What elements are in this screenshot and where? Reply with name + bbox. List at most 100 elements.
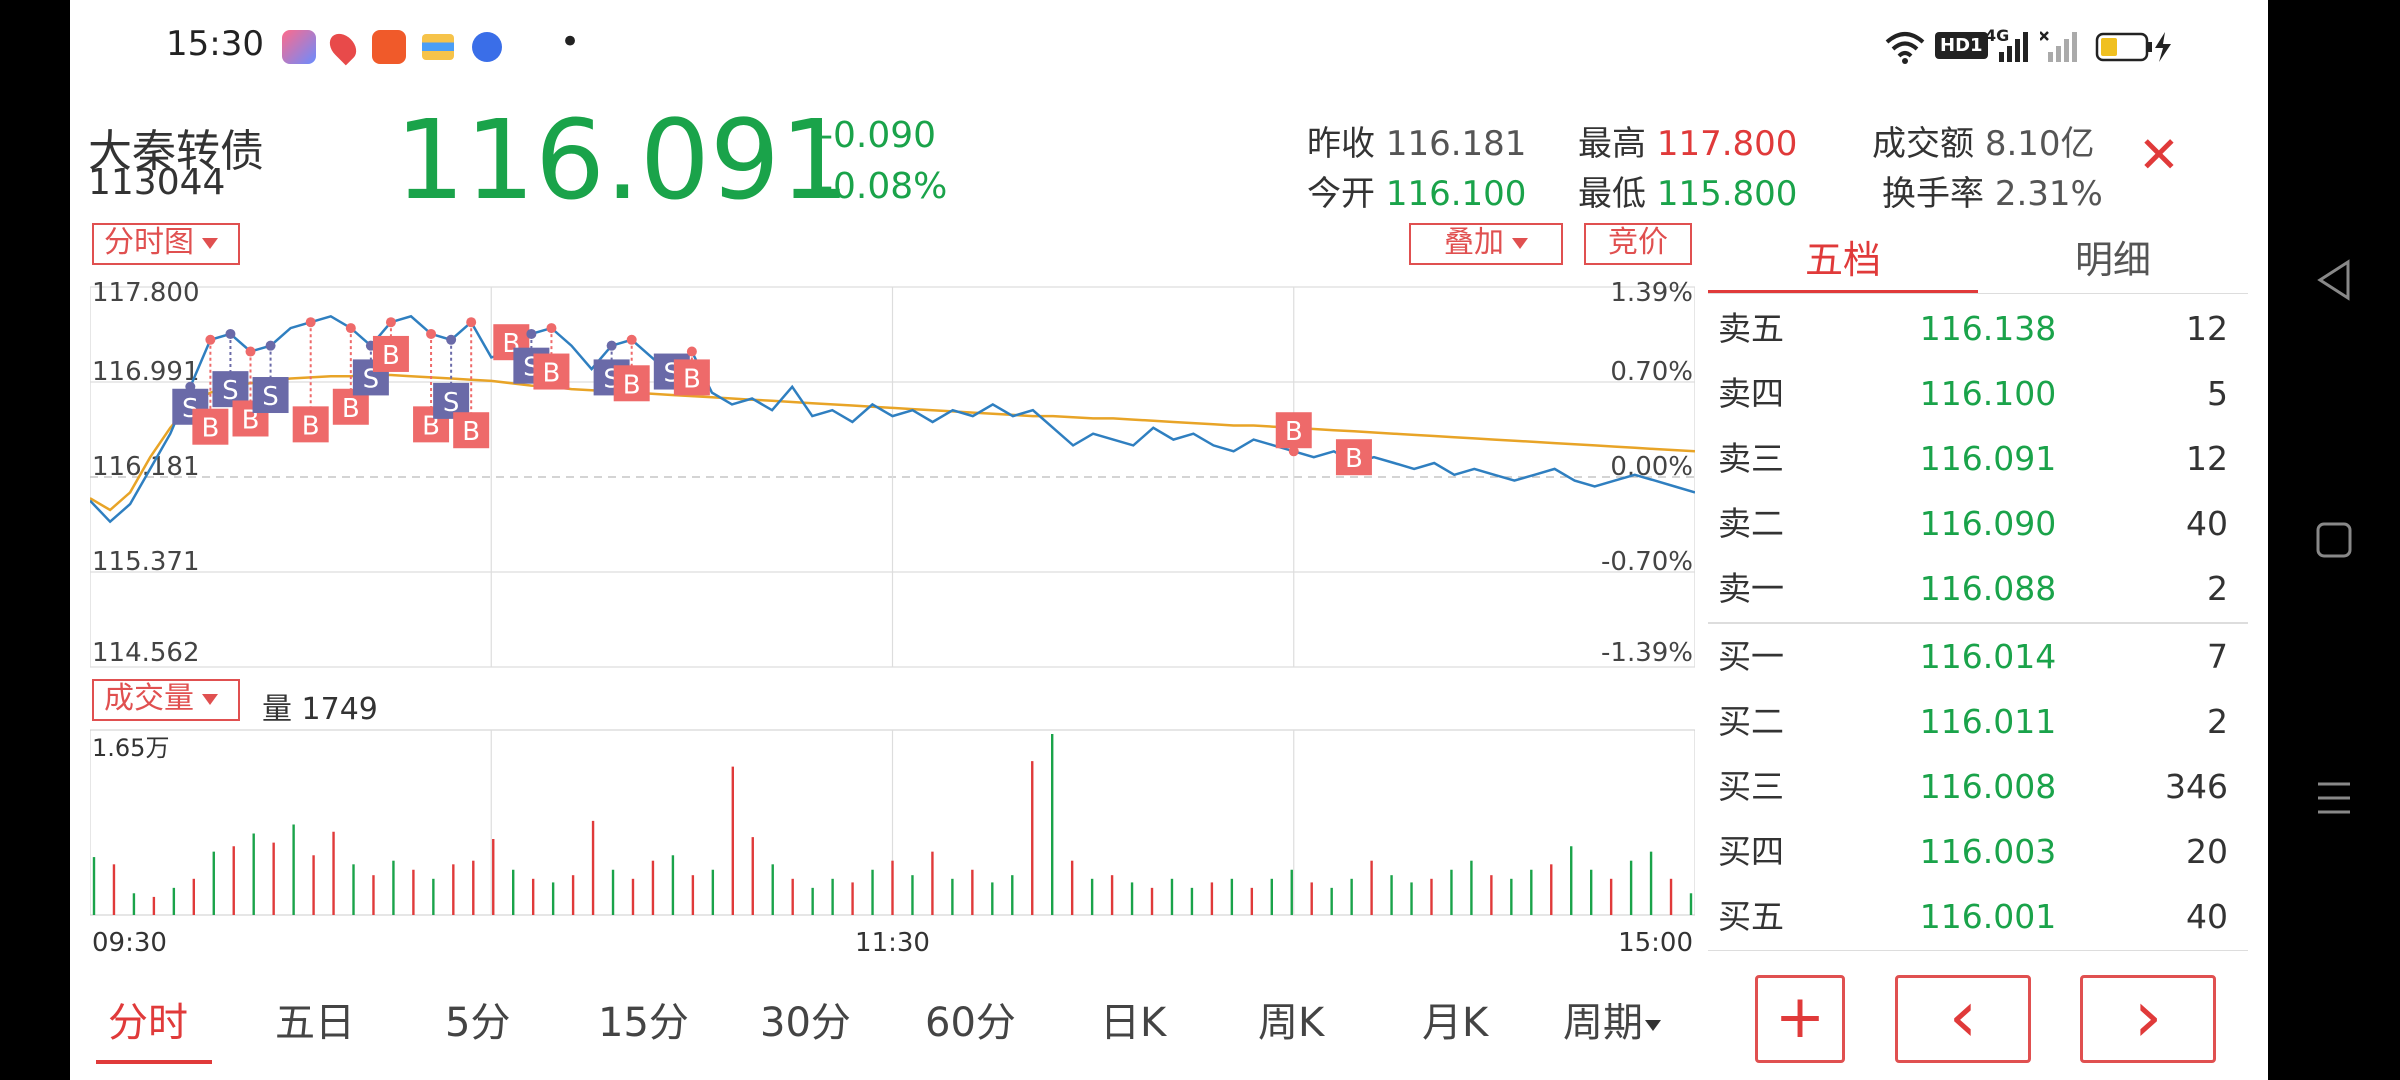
prev-button[interactable]: ‹ (1895, 975, 2031, 1063)
price-change-pct: -0.08% (820, 166, 948, 207)
active-tab-underline (96, 1060, 212, 1064)
sell-marker-label: S (443, 388, 460, 418)
home-icon[interactable] (2314, 520, 2354, 560)
price-chart[interactable]: 117.800116.991116.181115.371114.5621.39%… (90, 272, 1695, 672)
chevron-down-icon (202, 238, 218, 249)
buy-marker-label: B (1345, 444, 1363, 474)
tab-divider (1708, 293, 2248, 294)
marker-dot (426, 328, 437, 339)
order-level-row[interactable]: 卖一 116.088 2 (1708, 556, 2248, 621)
sell-marker-label: S (222, 376, 239, 406)
period-tab[interactable]: 月K (1422, 1000, 1489, 1046)
level-price: 116.138 (1919, 309, 2057, 348)
baidu-app-icon (472, 32, 502, 62)
tab-five-levels[interactable]: 五档 (1804, 238, 1881, 282)
tab-underline (1708, 290, 1978, 293)
volume-chart[interactable]: 1.65万 09:30 11:30 15:00 (90, 725, 1695, 965)
tab-details[interactable]: 明细 (2074, 238, 2151, 282)
order-book: 五档 明细 卖五 116.138 12 卖四 116.100 5 卖三 116.091 12 卖二… (1708, 232, 2248, 952)
period-tab[interactable]: 周K (1258, 1000, 1325, 1046)
bond-code: 113044 (88, 162, 226, 203)
period-tab[interactable]: 60分 (925, 1000, 1016, 1046)
period-tab[interactable]: 日K (1100, 1000, 1167, 1046)
level-price: 116.003 (1919, 832, 2057, 871)
map-app-icon (324, 28, 362, 66)
buy-marker (292, 406, 329, 443)
buy-marker (1335, 439, 1372, 476)
level-volume: 12 (2186, 439, 2228, 478)
level-price: 116.088 (1919, 569, 2057, 608)
next-button[interactable]: › (2080, 975, 2216, 1063)
order-level-row[interactable]: 买二 116.011 2 (1708, 689, 2248, 754)
chevron-down-icon (1645, 1019, 1661, 1031)
overlay-dropdown[interactable]: 叠加 (1409, 223, 1563, 265)
net-label: 4G (1985, 26, 2010, 45)
assistant-app-icon (282, 30, 316, 64)
y-tick-label: 117.800 (92, 278, 200, 308)
buy-marker-label: B (342, 394, 360, 424)
book-separator (1708, 622, 2248, 624)
buy-marker-label: B (302, 411, 320, 441)
y-tick-label: 116.991 (92, 357, 200, 387)
back-icon[interactable] (2314, 258, 2354, 302)
level-label: 卖五 (1718, 309, 1784, 348)
status-dot: • (560, 22, 581, 62)
sell-marker-label: S (262, 382, 279, 412)
marker-dot (526, 328, 537, 339)
status-right: HD1 4G (1885, 26, 2268, 70)
marker-dot (345, 323, 356, 334)
add-button[interactable]: + (1755, 975, 1845, 1063)
order-level-row[interactable]: 卖四 116.100 5 (1708, 361, 2248, 426)
volume-dropdown[interactable]: 成交量 (92, 679, 240, 721)
order-level-row[interactable]: 买三 116.008 346 (1708, 754, 2248, 819)
level-price: 116.008 (1919, 767, 2057, 806)
marker-dot (225, 328, 236, 339)
y-tick-label-pct: 0.70% (1610, 357, 1693, 387)
chart-mode-dropdown[interactable]: 分时图 (92, 223, 240, 265)
signal-off-icon (2040, 31, 2077, 62)
stat-turnover: 成交额 8.10亿 (1872, 124, 2095, 164)
buy-marker (673, 359, 710, 396)
level-price: 116.091 (1919, 439, 2057, 478)
stat-turnover-rate: 换手率 2.31% (1882, 174, 2103, 214)
period-tab[interactable]: 五日 (275, 1000, 355, 1046)
order-level-row[interactable]: 买五 116.001 40 (1708, 884, 2248, 949)
close-button[interactable]: ✕ (2138, 126, 2180, 184)
level-label: 买三 (1718, 767, 1784, 806)
period-tab[interactable]: 30分 (760, 1000, 851, 1046)
buy-marker (453, 412, 490, 449)
level-volume: 5 (2207, 374, 2228, 413)
battery-icon (2095, 32, 2171, 62)
buy-marker-label: B (382, 341, 400, 371)
order-level-row[interactable]: 卖三 116.091 12 (1708, 426, 2248, 491)
order-level-row[interactable]: 买一 116.014 7 (1708, 624, 2248, 689)
bond-name: 大秦转债 (88, 126, 264, 177)
order-level-row[interactable]: 卖五 116.138 12 (1708, 296, 2248, 361)
level-label: 买一 (1718, 637, 1784, 676)
volume-label: 量 1749 (262, 692, 378, 727)
current-price: 116.091 (395, 96, 850, 224)
level-label: 卖三 (1718, 439, 1784, 478)
marker-dot (205, 334, 216, 345)
bid-levels: 买一 116.014 7 买二 116.011 2 买三 116.008 346 买四 116.00… (1708, 624, 2248, 949)
price-change: -0.090 (820, 115, 937, 156)
level-volume: 2 (2207, 702, 2228, 741)
level-volume: 20 (2186, 832, 2228, 871)
period-tab[interactable]: 周期 (1563, 990, 1661, 1048)
level-volume: 40 (2186, 504, 2228, 543)
menu-icon[interactable] (2314, 778, 2354, 818)
marker-dot (265, 340, 276, 351)
level-price: 116.090 (1919, 504, 2057, 543)
period-tab[interactable]: 分时 (108, 1000, 188, 1046)
app-screen: 15:30 • HD1 4G 大 (70, 0, 2268, 1080)
marker-dot (245, 346, 256, 357)
system-nav-bar (2268, 0, 2400, 1080)
order-level-row[interactable]: 买四 116.003 20 (1708, 819, 2248, 884)
auction-button[interactable]: 竞价 (1584, 223, 1692, 265)
wallet-app-icon (422, 34, 454, 60)
buy-marker (1275, 412, 1312, 449)
period-tab[interactable]: 5分 (445, 1000, 511, 1046)
period-tab[interactable]: 15分 (598, 1000, 689, 1046)
order-level-row[interactable]: 卖二 116.090 40 (1708, 491, 2248, 556)
buy-marker-label: B (1285, 417, 1303, 447)
